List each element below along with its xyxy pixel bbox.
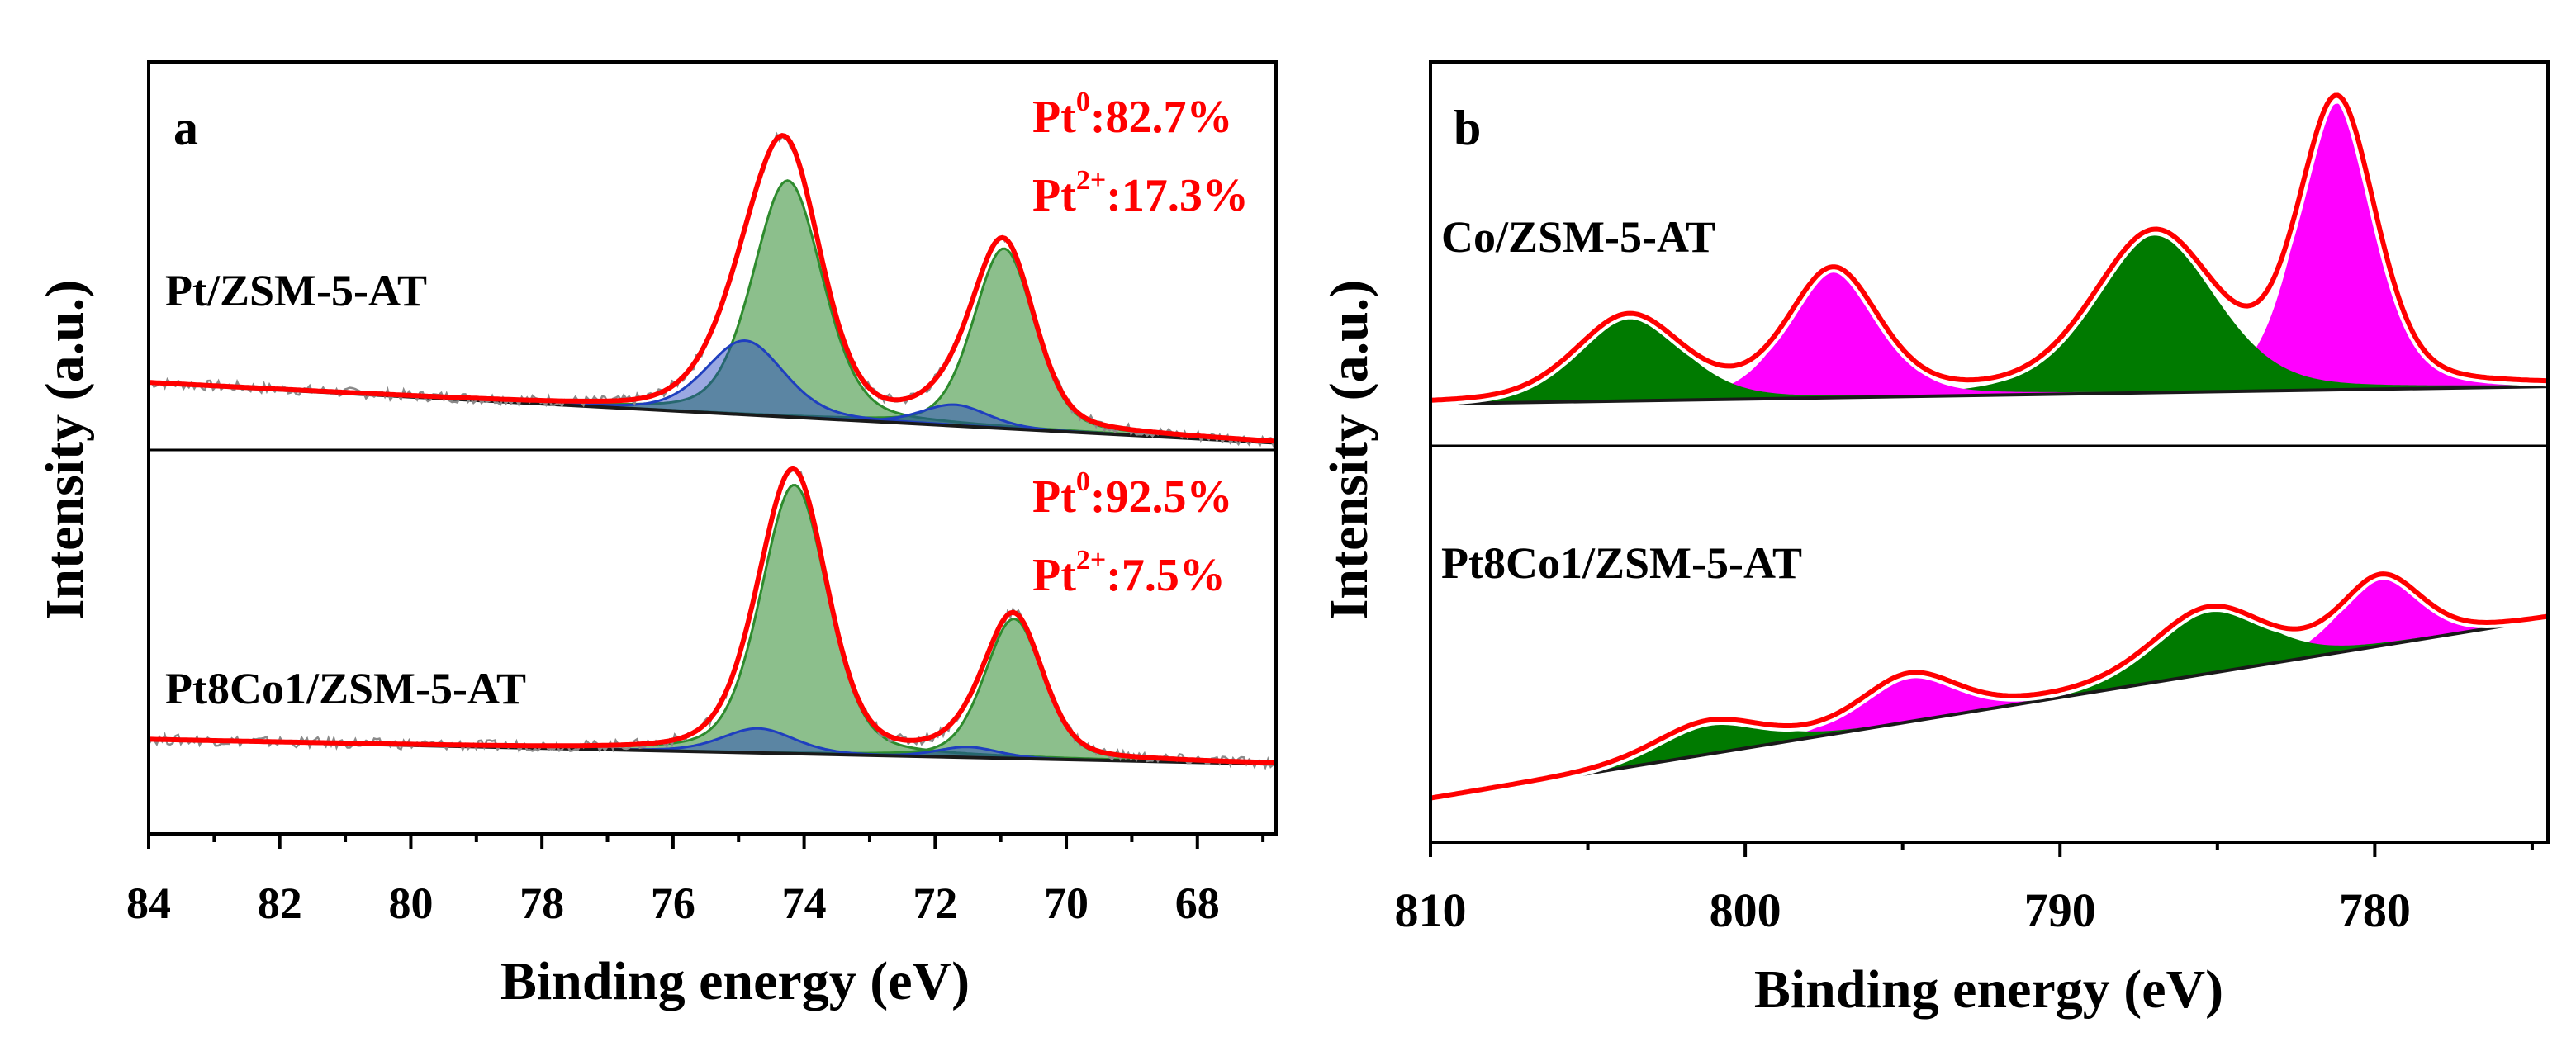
fitted-envelope-line <box>148 132 1277 444</box>
panel-a: 84 82 80 78 76 74 72 70 68 a Pt/ZSM-5-AT Pt8Co1/… <box>35 60 1278 1011</box>
pt2-value: :7.5% <box>1106 550 1226 601</box>
panel-a-top-sample-label: Pt/ZSM-5-AT <box>165 266 427 315</box>
x-tick-label: 80 <box>388 878 433 928</box>
panel-b-bottom-spectrum <box>1429 568 2550 804</box>
pt0-value: :82.7% <box>1090 92 1233 143</box>
x-tick-label: 76 <box>651 878 695 928</box>
x-tick-label: 82 <box>258 878 302 928</box>
pt2-species: Pt <box>1032 170 1076 221</box>
pt0-value: :92.5% <box>1090 471 1233 523</box>
pt0-superscript: 0 <box>1076 466 1090 497</box>
x-tick-label: 780 <box>2339 883 2411 937</box>
pt2-superscript: 2+ <box>1076 165 1106 196</box>
x-tick-label: 78 <box>519 878 564 928</box>
panel-b-y-axis-title: Intensity (a.u.) <box>1319 280 1379 621</box>
pt2-superscript: 2+ <box>1076 545 1106 575</box>
pt2-species: Pt <box>1032 550 1076 601</box>
pt0-superscript: 0 <box>1076 87 1090 117</box>
x-tick-label: 810 <box>1395 883 1467 937</box>
panel-b-top-spectrum <box>1430 89 2549 406</box>
panel-b-bottom-sample-label: Pt8Co1/ZSM-5-AT <box>1441 538 1802 588</box>
pt2-percent-annotation-bottom: Pt2+:7.5% <box>1032 545 1226 601</box>
pt2-percent-annotation-top: Pt2+:17.3% <box>1032 165 1249 221</box>
x-tick-label: 74 <box>782 878 827 928</box>
panel-a-y-axis-title: Intensity (a.u.) <box>35 280 95 621</box>
panel-a-letter: a <box>173 101 198 155</box>
x-tick-label: 72 <box>913 878 957 928</box>
panel-b-x-ticks: 810 800 790 780 <box>1395 842 2534 937</box>
fitted-envelope-line <box>1430 92 2549 403</box>
panel-b-x-axis-title: Binding energy (eV) <box>1754 959 2223 1020</box>
x-tick-label: 70 <box>1044 878 1089 928</box>
background-line <box>1430 385 2549 406</box>
pt2-value: :17.3% <box>1106 170 1249 221</box>
fitted-envelope-line <box>1430 571 2549 801</box>
panel-b-frame <box>1429 60 2550 844</box>
x-tick-label: 84 <box>126 878 171 928</box>
x-tick-label: 790 <box>2024 883 2096 937</box>
panel-b: 810 800 790 780 b Co/ZSM-5-AT Pt8Co1/ZSM-5-… <box>1319 60 2550 1020</box>
panel-b-top-sample-label: Co/ZSM-5-AT <box>1441 212 1715 262</box>
panel-a-x-axis-title: Binding energy (eV) <box>500 951 970 1011</box>
background-line <box>1430 617 2549 801</box>
pt0-percent-annotation-bottom: Pt0:92.5% <box>1032 466 1233 523</box>
pt0-percent-annotation-top: Pt0:82.7% <box>1032 87 1233 143</box>
panel-a-frame <box>147 60 1278 836</box>
component-peak-a-1-0 <box>147 484 1278 766</box>
fitted-envelope-line <box>149 466 1277 765</box>
panel-b-letter: b <box>1454 101 1481 155</box>
panel-a-bottom-sample-label: Pt8Co1/ZSM-5-AT <box>165 664 526 713</box>
pt0-species: Pt <box>1032 92 1076 143</box>
pt0-species: Pt <box>1032 471 1076 523</box>
x-tick-label: 68 <box>1175 878 1220 928</box>
component-peak-b-0-1 <box>1430 235 2548 405</box>
component-peak-b-1-1 <box>1430 608 2548 799</box>
x-tick-label: 800 <box>1710 883 1781 937</box>
panel-a-x-ticks: 84 82 80 78 76 74 72 70 68 <box>126 834 1265 928</box>
component-peak-b-0-3 <box>1430 317 2548 405</box>
component-peak-b-0-0 <box>1430 103 2548 405</box>
